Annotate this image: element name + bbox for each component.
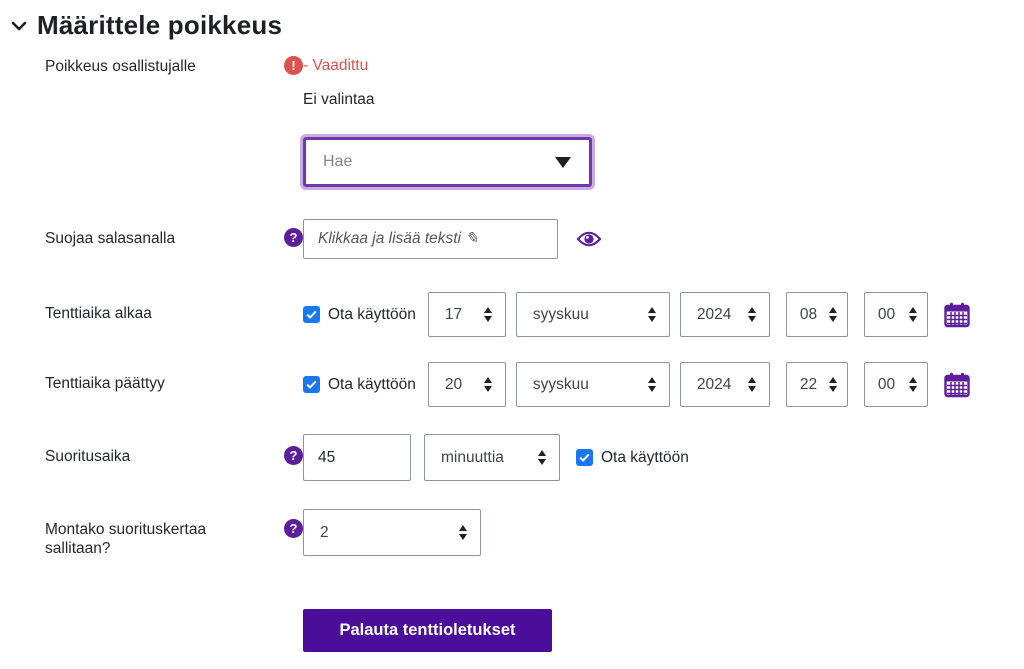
exam-start-month-select[interactable]: syyskuu — [515, 292, 670, 337]
select-arrows-icon — [828, 377, 837, 392]
exam-start-year-select[interactable]: 2024 — [679, 292, 770, 337]
select-arrows-icon — [908, 307, 917, 322]
exam-start-minute-select[interactable]: 00 — [863, 292, 928, 337]
row-exam-end: Tenttiaika päättyy Ota käyttöön 20 syysk… — [0, 362, 1024, 407]
exam-start-hour-select[interactable]: 08 — [785, 292, 848, 337]
attempts-select[interactable]: 2 — [303, 509, 481, 556]
exam-start-enable-label[interactable]: Ota käyttöön — [328, 305, 416, 323]
select-arrows-icon — [483, 377, 492, 392]
checkmark-icon — [579, 453, 590, 462]
select-arrows-icon — [538, 450, 546, 465]
exam-end-enable-label[interactable]: Ota käyttöön — [328, 375, 416, 393]
calendar-icon[interactable] — [944, 372, 970, 398]
time-limit-enable-checkbox[interactable] — [576, 449, 593, 466]
time-limit-label: Suoritusaika — [45, 448, 131, 465]
select-arrows-icon — [647, 307, 656, 322]
time-limit-unit-select[interactable]: minuuttia — [424, 434, 560, 481]
select-arrows-icon — [647, 377, 656, 392]
select-arrows-icon — [459, 525, 467, 540]
page-title[interactable]: Määrittele poikkeus — [37, 10, 283, 40]
exam-end-enable-checkbox[interactable] — [303, 376, 320, 393]
attempts-allowed-label: Montako suorituskertaa sallitaan? — [45, 521, 207, 557]
password-input[interactable] — [303, 219, 558, 259]
exam-start-enable-checkbox[interactable] — [303, 306, 320, 323]
participant-exception-label: Poikkeus osallistujalle — [45, 58, 196, 75]
row-attempts-allowed: Montako suorituskertaa sallitaan? ? 2 — [0, 507, 1024, 558]
exam-start-day-select[interactable]: 17 — [427, 292, 506, 337]
help-icon[interactable]: ? — [284, 446, 303, 465]
participant-search-select[interactable]: Hae — [303, 137, 592, 187]
exam-end-hour-select[interactable]: 22 — [785, 362, 848, 407]
row-time-limit: Suoritusaika ? minuuttia Ota käyttöön — [0, 434, 1024, 481]
exam-end-month-select[interactable]: syyskuu — [515, 362, 670, 407]
row-participant-exception: Poikkeus osallistujalle ! - Vaadittu Ei … — [0, 56, 1024, 187]
eye-icon[interactable] — [576, 231, 602, 247]
exam-start-label: Tenttiaika alkaa — [45, 305, 152, 322]
dropdown-arrow-icon — [555, 156, 571, 168]
help-icon[interactable]: ? — [284, 519, 303, 538]
time-limit-enable-label[interactable]: Ota käyttöön — [601, 448, 689, 466]
row-exam-start: Tenttiaika alkaa Ota käyttöön 17 syyskuu… — [0, 292, 1024, 337]
password-label: Suojaa salasanalla — [45, 230, 176, 247]
row-password: Suojaa salasanalla ? — [0, 219, 1024, 259]
checkmark-icon — [306, 380, 317, 389]
exam-end-day-select[interactable]: 20 — [427, 362, 506, 407]
exam-end-year-select[interactable]: 2024 — [679, 362, 770, 407]
select-arrows-icon — [828, 307, 837, 322]
exam-end-minute-select[interactable]: 00 — [863, 362, 928, 407]
select-arrows-icon — [908, 377, 917, 392]
select-arrows-icon — [747, 377, 756, 392]
participant-search-select-value: Hae — [323, 153, 353, 170]
help-icon[interactable]: ? — [284, 228, 303, 247]
calendar-icon[interactable] — [944, 302, 970, 328]
reset-exam-defaults-button[interactable]: Palauta tenttioletukset — [303, 609, 552, 652]
section-header-maarittele-poikkeus[interactable]: Määrittele poikkeus — [10, 10, 1024, 41]
exception-settings-form: Määrittele poikkeus Poikkeus osallistuja… — [0, 10, 1024, 652]
no-selection-text: Ei valintaa — [303, 91, 375, 108]
select-arrows-icon — [483, 307, 492, 322]
select-arrows-icon — [747, 307, 756, 322]
required-alert-icon: ! — [284, 56, 303, 75]
checkmark-icon — [306, 310, 317, 319]
required-text: - Vaadittu — [303, 57, 369, 74]
chevron-down-icon[interactable] — [10, 19, 28, 33]
time-limit-input[interactable] — [303, 434, 411, 481]
exam-end-label: Tenttiaika päättyy — [45, 375, 165, 392]
